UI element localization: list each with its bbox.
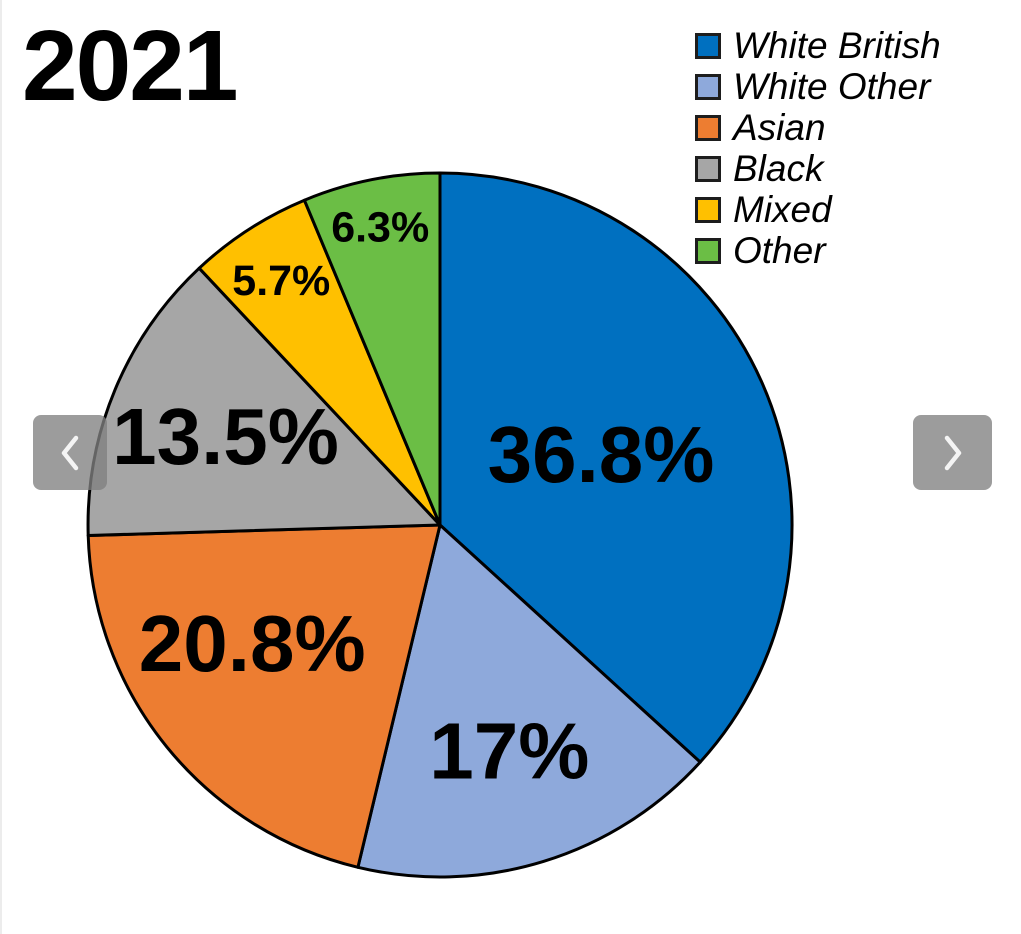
legend-item-asian: Asian: [695, 107, 941, 148]
slide-edge-divider: [0, 0, 2, 934]
pie-slice-other: [302, 171, 442, 527]
legend-swatch: [695, 114, 721, 141]
legend-swatch: [695, 237, 721, 264]
legend-swatch: [695, 73, 721, 100]
legend-label: Mixed: [733, 189, 832, 230]
carousel-prev-button[interactable]: [33, 415, 107, 490]
legend-label: Other: [733, 230, 826, 271]
slice-label-black: 13.5%: [112, 392, 339, 481]
pie-slice-mixed: [197, 198, 442, 527]
slice-label-asian: 20.8%: [139, 599, 366, 688]
legend-label: Black: [733, 148, 824, 189]
pie-slice-asian: [86, 523, 442, 869]
legend-label: Asian: [733, 107, 826, 148]
pie-slice-white-british: [438, 171, 794, 764]
legend-label: White British: [733, 25, 941, 66]
legend-item-other: Other: [695, 230, 941, 271]
slice-label-mixed: 5.7%: [232, 257, 330, 305]
legend-swatch: [695, 196, 721, 223]
legend-item-black: Black: [695, 148, 941, 189]
slice-label-white-british: 36.8%: [488, 410, 715, 499]
chart-legend: White British White Other Asian Black Mixed O…: [695, 25, 941, 271]
pie-slice-white-other: [356, 523, 702, 879]
legend-swatch: [695, 155, 721, 182]
chart-title: 2021: [22, 10, 238, 122]
pie-slice-black: [86, 266, 442, 537]
carousel-next-button[interactable]: [913, 415, 992, 490]
slice-label-white-other: 17%: [429, 706, 589, 795]
legend-item-white-other: White Other: [695, 66, 941, 107]
chevron-right-icon: [944, 435, 961, 470]
legend-label: White Other: [733, 66, 931, 107]
legend-item-white-british: White British: [695, 25, 941, 66]
legend-swatch: [695, 32, 721, 59]
chevron-left-icon: [61, 435, 79, 470]
slice-label-other: 6.3%: [331, 204, 429, 252]
legend-item-mixed: Mixed: [695, 189, 941, 230]
